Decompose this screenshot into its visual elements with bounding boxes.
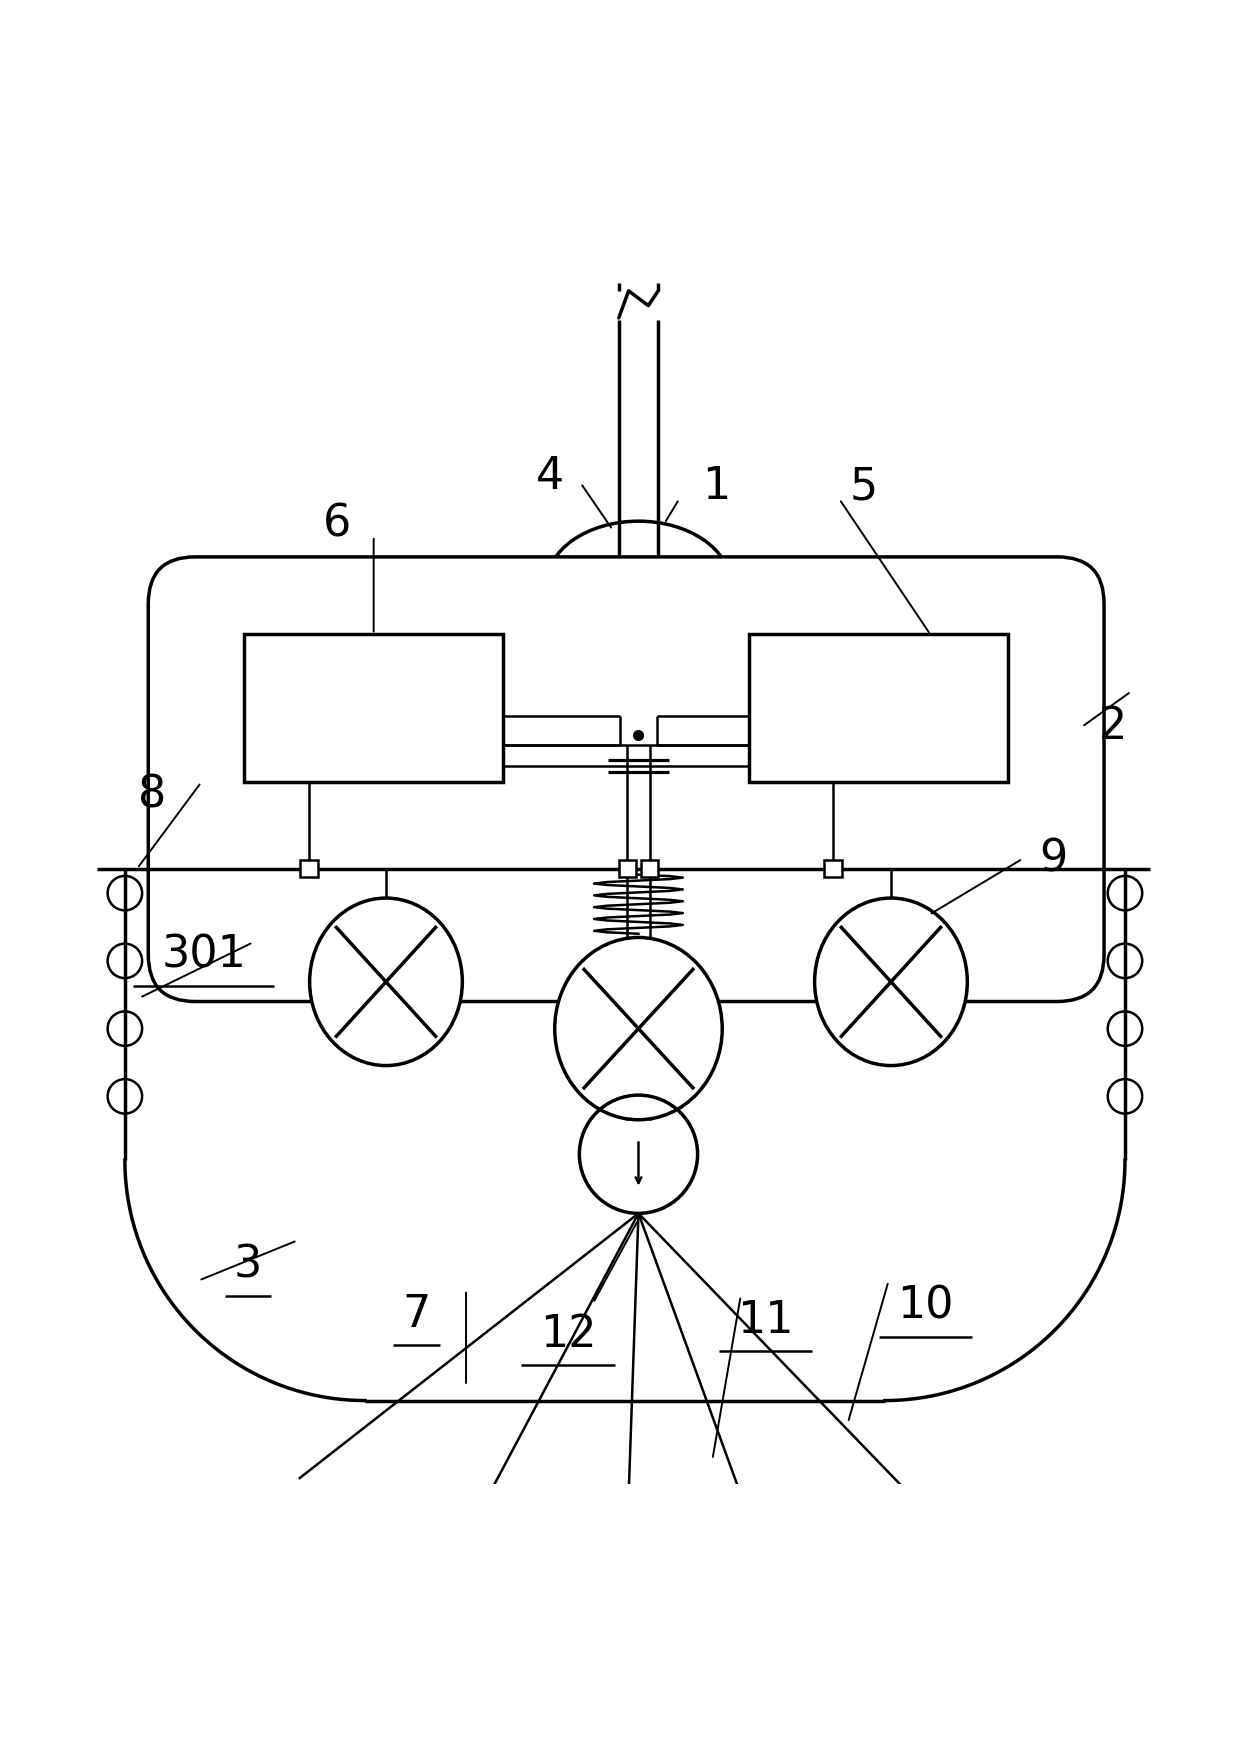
Bar [300,860,317,877]
Text: 9: 9 [1039,837,1068,881]
Ellipse shape [815,898,967,1065]
Text: 3: 3 [234,1244,262,1287]
Text: 2: 2 [1099,705,1127,749]
Text: 12: 12 [539,1313,596,1355]
Text: 1: 1 [702,466,730,509]
Text: 7: 7 [403,1292,432,1336]
Bar [619,860,636,877]
Text: 5: 5 [849,466,878,509]
Text: 301: 301 [161,933,246,976]
Text: 6: 6 [322,502,351,545]
Text: 10: 10 [898,1284,954,1327]
Text: 8: 8 [138,773,166,816]
Bar [244,634,503,782]
Bar [641,860,658,877]
Text: 4: 4 [536,455,564,499]
Bar [749,634,1008,782]
Bar [825,860,842,877]
Ellipse shape [554,938,722,1120]
FancyBboxPatch shape [149,558,1104,1002]
Text: 11: 11 [737,1299,794,1343]
Ellipse shape [310,898,463,1065]
